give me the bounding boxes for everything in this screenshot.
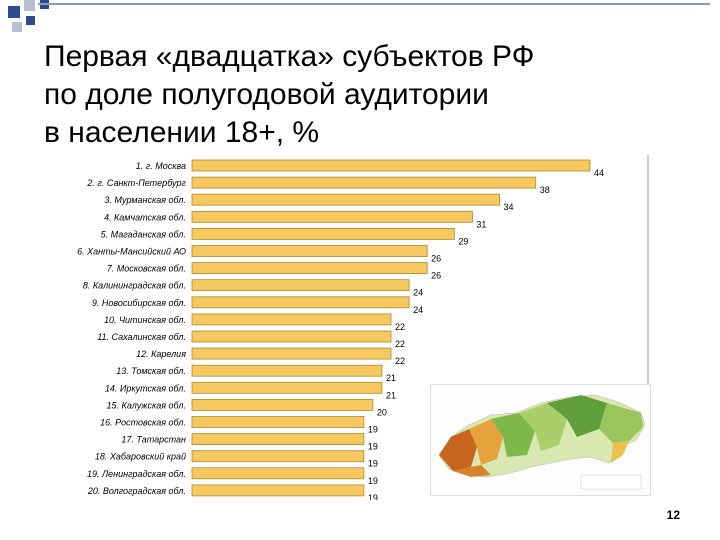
bar-label: 20. Волгоградская обл. [87, 486, 186, 496]
title-rule [38, 3, 710, 5]
bar-value-label: 44 [594, 168, 604, 178]
bar-value-label: 19 [368, 493, 378, 500]
bar [191, 381, 383, 394]
bar-value-label: 24 [413, 305, 423, 315]
bar-value-label: 31 [476, 219, 486, 229]
bar-value-label: 19 [368, 476, 378, 486]
bar-value-label: 19 [368, 459, 378, 469]
bar-value-label: 29 [458, 236, 468, 246]
bar-label: 8. Калининградская обл. [83, 281, 186, 291]
bar [191, 364, 383, 377]
map-region-ural [469, 419, 503, 465]
bar-label: 2. г. Санкт-Петербург [86, 178, 186, 188]
bar-label: 13. Томская обл. [116, 366, 186, 376]
map-region-central [519, 403, 567, 451]
bar-label: 14. Иркутская обл. [105, 383, 186, 393]
map-region-west [439, 429, 477, 471]
bar [191, 193, 500, 206]
bar [191, 279, 410, 292]
bar-value-label: 21 [386, 373, 396, 383]
bar [191, 467, 365, 480]
bar-value-label: 20 [377, 407, 387, 417]
bar [191, 416, 365, 428]
bar-label: 16. Ростовская обл. [100, 418, 186, 428]
bar-value-label: 22 [395, 322, 405, 332]
bar [191, 210, 473, 223]
bar [191, 245, 428, 257]
bar-value-label: 26 [431, 254, 441, 264]
bar [191, 159, 591, 172]
bar-label: 4. Камчатская обл. [104, 212, 186, 222]
bar [191, 296, 410, 309]
bar-value-label: 26 [431, 271, 441, 281]
bar [191, 262, 428, 274]
bar-label: 11. Сахалинская обл. [97, 332, 186, 342]
russia-region-map [430, 384, 651, 496]
bar-label: 12. Карелия [136, 349, 186, 359]
bar-label: 15. Калужская обл. [107, 400, 187, 410]
decor-square-5 [26, 16, 35, 25]
bar-label: 10. Читинская обл. [104, 315, 186, 325]
bar [191, 330, 392, 343]
map-region-siberia [491, 413, 535, 457]
bar-value-label: 19 [368, 425, 378, 435]
bar-value-label: 21 [386, 390, 396, 400]
bar [191, 347, 392, 360]
page-number: 12 [666, 508, 680, 522]
bar-label: 19. Ленинградская обл. [87, 469, 186, 479]
bar-label: 5. Магаданская обл. [101, 229, 186, 239]
bar-value-label: 22 [395, 356, 405, 366]
bar-label: 7. Московская обл. [107, 264, 186, 274]
bar [191, 313, 392, 326]
bar-value-label: 34 [504, 202, 514, 212]
decor-square-2 [24, 0, 35, 11]
bar-label: 9. Новосибирская обл. [92, 298, 186, 308]
bar [191, 176, 537, 189]
map-region-fareast [599, 403, 643, 443]
bar-label: 3. Мурманская обл. [104, 195, 186, 205]
map-region-east [547, 395, 607, 437]
decor-square-4 [12, 22, 22, 32]
map-region-northeast [611, 441, 629, 463]
bar-label: 17. Татарстан [121, 435, 186, 445]
bar-label: 1. г. Москва [136, 161, 186, 171]
bar-value-label: 38 [540, 185, 550, 195]
map-region-south [453, 465, 491, 477]
map-legend [580, 474, 642, 490]
bar-value-label: 24 [413, 288, 423, 298]
decor-square-1 [8, 6, 20, 18]
bar-label: 6. Ханты-Мансийский АО [77, 247, 186, 257]
bar [191, 228, 455, 240]
bar-value-label: 19 [368, 442, 378, 452]
bar [191, 398, 374, 411]
bar [191, 433, 365, 446]
slide-title: Первая «двадцатка» субъектов РФ по доле … [44, 40, 535, 149]
bar [191, 484, 365, 497]
bar-chart: 1. г. Москва 44 2. г. Санкт-Петербург 38 3. … [77, 155, 649, 500]
bar-value-label: 22 [395, 339, 405, 349]
bar-label: 18. Хабаровский край [95, 452, 186, 462]
bar [191, 450, 365, 463]
